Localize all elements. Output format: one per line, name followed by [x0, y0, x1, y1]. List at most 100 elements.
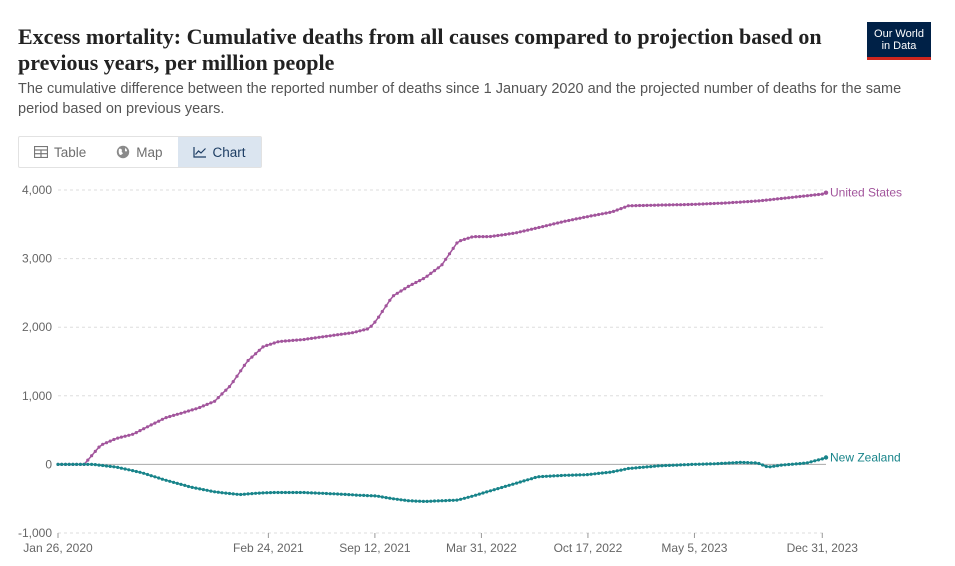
data-point	[97, 463, 101, 467]
data-point	[283, 490, 287, 495]
data-point	[690, 462, 694, 466]
data-point	[582, 215, 586, 219]
data-point	[582, 473, 586, 477]
data-point	[406, 499, 410, 503]
data-point	[615, 208, 619, 212]
data-point	[298, 338, 302, 342]
data-point	[93, 449, 97, 453]
data-point	[373, 494, 377, 498]
data-point	[153, 475, 157, 479]
data-point	[421, 499, 425, 503]
data-point	[727, 201, 731, 205]
data-point	[660, 203, 664, 207]
data-point	[608, 210, 612, 214]
data-point	[802, 461, 806, 465]
data-point	[224, 491, 228, 495]
data-point	[306, 491, 310, 495]
data-point	[652, 203, 657, 207]
data-point	[276, 490, 280, 495]
data-point	[761, 463, 765, 467]
data-point	[485, 235, 489, 239]
data-point	[529, 477, 534, 481]
data-point	[708, 462, 713, 466]
data-point	[160, 417, 164, 421]
data-point	[384, 496, 388, 500]
data-point	[474, 235, 478, 239]
data-point	[239, 369, 243, 373]
data-point	[716, 201, 720, 205]
data-point	[664, 203, 668, 207]
series-endpoint	[823, 455, 829, 460]
data-point	[548, 474, 552, 478]
data-point	[470, 235, 474, 239]
data-point	[481, 235, 485, 239]
data-point	[578, 216, 582, 220]
data-point	[775, 464, 780, 468]
data-point	[71, 462, 75, 466]
data-point	[362, 328, 366, 332]
data-point	[179, 482, 183, 486]
data-point	[578, 473, 582, 477]
tab-table[interactable]: Table	[19, 137, 101, 167]
tab-chart[interactable]: Chart	[177, 137, 261, 167]
data-point	[358, 493, 362, 497]
data-point	[377, 315, 381, 319]
data-point	[682, 203, 686, 207]
data-point	[772, 464, 776, 468]
data-point	[481, 491, 485, 495]
tab-table-label: Table	[54, 144, 87, 160]
data-point	[645, 465, 649, 469]
data-point	[119, 435, 123, 439]
data-point	[201, 404, 205, 408]
data-point	[436, 266, 440, 270]
data-point	[794, 195, 798, 199]
data-point	[399, 289, 403, 293]
data-point	[574, 473, 578, 477]
data-point	[585, 473, 590, 477]
data-point	[298, 490, 302, 495]
data-point	[462, 496, 466, 500]
data-point	[257, 348, 261, 352]
data-point	[213, 399, 217, 403]
data-point	[772, 197, 776, 201]
data-point	[626, 466, 631, 471]
globe-icon	[117, 145, 130, 159]
data-point	[518, 230, 522, 234]
table-icon	[34, 146, 48, 158]
tab-map[interactable]: Map	[101, 137, 177, 167]
chart-subtitle: The cumulative difference between the re…	[18, 81, 902, 117]
data-point	[418, 499, 422, 503]
data-point	[198, 405, 202, 410]
data-point	[108, 464, 112, 468]
data-point	[589, 472, 593, 476]
data-point	[291, 338, 295, 342]
data-point	[276, 340, 280, 344]
data-point	[410, 282, 414, 286]
data-point	[164, 416, 168, 420]
data-point	[753, 199, 757, 203]
data-point	[444, 499, 448, 503]
data-point	[425, 274, 429, 278]
data-point	[354, 330, 358, 334]
data-point	[731, 200, 735, 205]
data-point	[280, 490, 284, 495]
data-point	[611, 470, 616, 474]
y-tick-label: 1,000	[22, 389, 52, 403]
data-point	[265, 343, 269, 347]
data-point	[500, 485, 504, 490]
data-point	[313, 491, 317, 495]
data-point	[354, 493, 358, 497]
data-point	[86, 458, 90, 462]
data-point	[518, 480, 522, 484]
data-point	[429, 271, 433, 275]
data-point	[365, 494, 369, 498]
data-point	[477, 492, 481, 496]
data-point	[350, 331, 355, 335]
data-point	[589, 214, 593, 218]
data-point	[708, 202, 713, 206]
data-point	[503, 232, 507, 237]
data-point	[567, 218, 571, 223]
data-point	[157, 476, 161, 480]
owid-logo[interactable]: Our World in Data	[867, 22, 931, 60]
